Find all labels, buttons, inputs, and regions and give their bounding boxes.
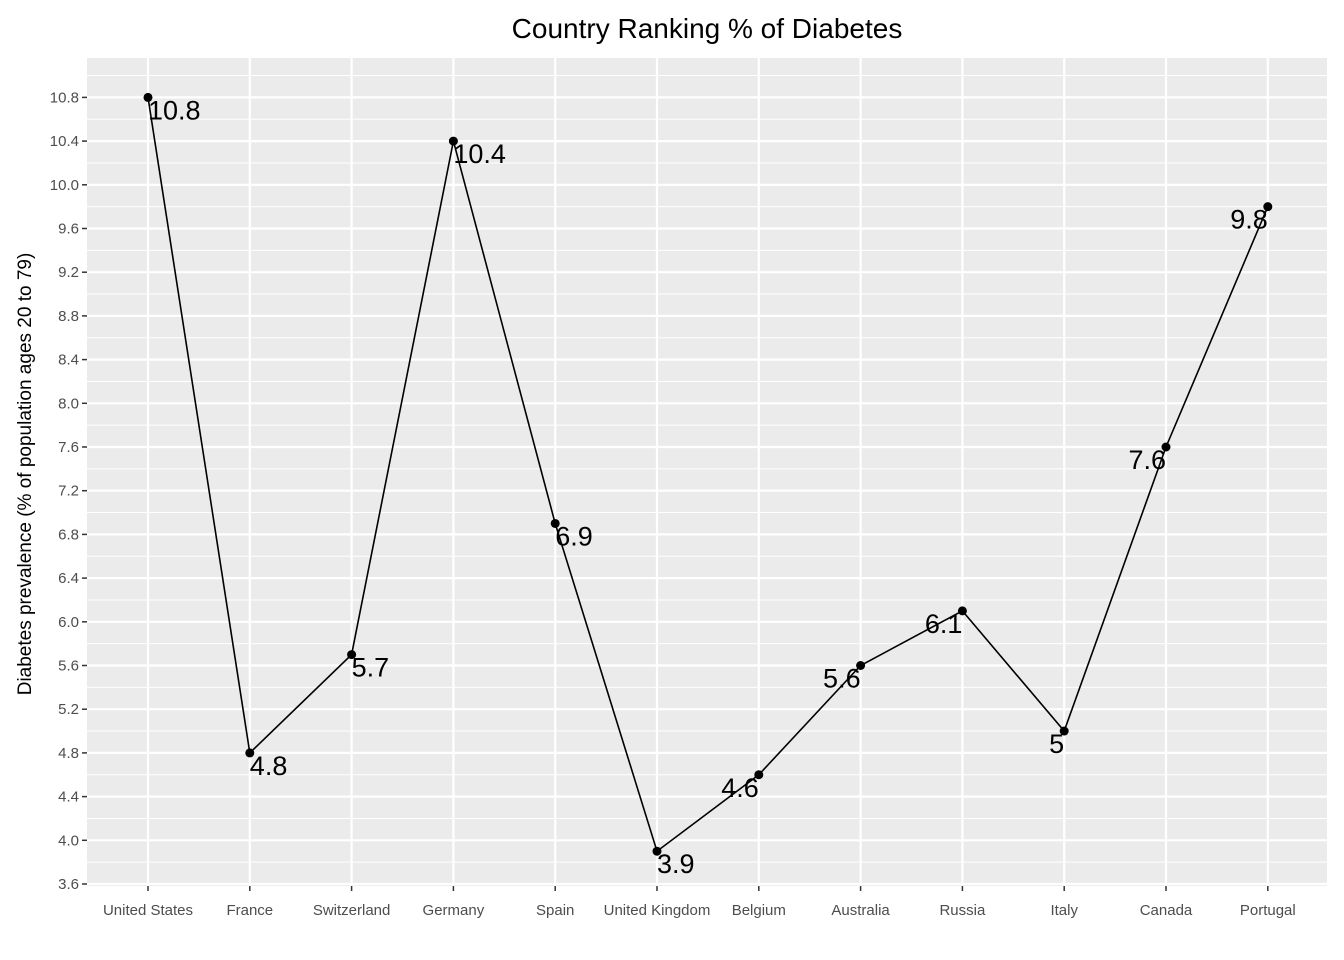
data-label: 10.8 bbox=[148, 95, 201, 125]
x-tick-label: Germany bbox=[423, 902, 485, 919]
data-label: 10.4 bbox=[453, 139, 506, 169]
data-point bbox=[143, 92, 153, 102]
y-tick-label: 9.2 bbox=[58, 264, 79, 281]
data-label: 5.7 bbox=[352, 653, 390, 683]
series-line bbox=[147, 97, 1269, 853]
data-point bbox=[1161, 442, 1171, 452]
plot-panel bbox=[87, 58, 1327, 886]
x-tick-label: Italy bbox=[1050, 902, 1078, 919]
y-tick-label: 5.2 bbox=[58, 701, 79, 718]
x-tick-label: Canada bbox=[1140, 902, 1193, 919]
data-label: 5 bbox=[1049, 729, 1064, 759]
y-tick-label: 10.4 bbox=[50, 133, 79, 150]
data-point bbox=[448, 136, 458, 146]
y-axis-label: Diabetes prevalence (% of population age… bbox=[15, 253, 36, 696]
minor-gridlines bbox=[87, 75, 1327, 863]
data-label: 6.1 bbox=[925, 609, 963, 639]
y-tick-label: 6.0 bbox=[58, 614, 79, 631]
y-tick-label: 6.8 bbox=[58, 526, 79, 543]
y-tick-label: 4.4 bbox=[58, 789, 79, 806]
x-tick-label: Spain bbox=[536, 902, 574, 919]
data-point bbox=[1059, 726, 1069, 736]
y-tick-label: 6.4 bbox=[58, 570, 79, 587]
data-point bbox=[652, 846, 662, 856]
y-tick-label: 5.6 bbox=[58, 658, 79, 675]
x-tick-labels: United States France Switzerland Germany Spa… bbox=[103, 902, 1296, 919]
data-point bbox=[245, 748, 255, 758]
y-tick-label: 4.8 bbox=[58, 745, 79, 762]
data-point bbox=[957, 606, 967, 616]
series-points bbox=[143, 92, 1273, 856]
data-point bbox=[856, 661, 866, 670]
x-tick-label: Switzerland bbox=[313, 902, 391, 919]
x-tick-label: Portugal bbox=[1240, 902, 1296, 919]
data-label: 4.6 bbox=[721, 773, 759, 803]
series-polyline bbox=[147, 97, 1269, 853]
x-tick-label: United States bbox=[103, 902, 193, 919]
y-tick-label: 8.0 bbox=[58, 395, 79, 412]
data-point bbox=[550, 518, 560, 528]
y-tick-label: 7.2 bbox=[58, 483, 79, 500]
data-label: 7.6 bbox=[1128, 445, 1166, 475]
y-tick-labels: 3.6 4.0 4.4 4.8 5.2 5.6 6.0 6.4 6.8 7.2 7.6 8.0 8.4 8… bbox=[50, 89, 79, 893]
y-tick-label: 8.8 bbox=[58, 308, 79, 325]
x-tick-label: Russia bbox=[939, 902, 986, 919]
data-labels: 10.8 4.8 5.7 10.4 6.9 3.9 4.6 5.6 6.1 5 7.6 9.8 bbox=[148, 95, 1268, 879]
axis-ticks bbox=[82, 96, 1269, 891]
y-tick-label: 8.4 bbox=[58, 352, 79, 369]
data-point bbox=[347, 650, 357, 660]
data-label: 9.8 bbox=[1230, 205, 1268, 235]
data-label: 5.6 bbox=[823, 664, 861, 694]
data-label: 3.9 bbox=[657, 849, 695, 879]
data-label: 6.9 bbox=[555, 521, 593, 551]
y-tick-label: 3.6 bbox=[58, 876, 79, 893]
y-tick-label: 10.8 bbox=[50, 89, 79, 106]
x-tick-label: Australia bbox=[831, 902, 890, 919]
y-tick-label: 7.6 bbox=[58, 439, 79, 456]
y-tick-label: 10.0 bbox=[50, 177, 79, 194]
chart-title: Country Ranking % of Diabetes bbox=[512, 13, 903, 44]
x-tick-label: United Kingdom bbox=[604, 902, 711, 919]
data-label: 4.8 bbox=[250, 751, 288, 781]
y-tick-label: 9.6 bbox=[58, 221, 79, 238]
x-tick-label: France bbox=[226, 902, 273, 919]
data-point bbox=[754, 770, 764, 780]
major-gridlines bbox=[87, 58, 1327, 886]
y-tick-label: 4.0 bbox=[58, 832, 79, 849]
data-point bbox=[1263, 202, 1273, 212]
x-tick-label: Belgium bbox=[732, 902, 786, 919]
